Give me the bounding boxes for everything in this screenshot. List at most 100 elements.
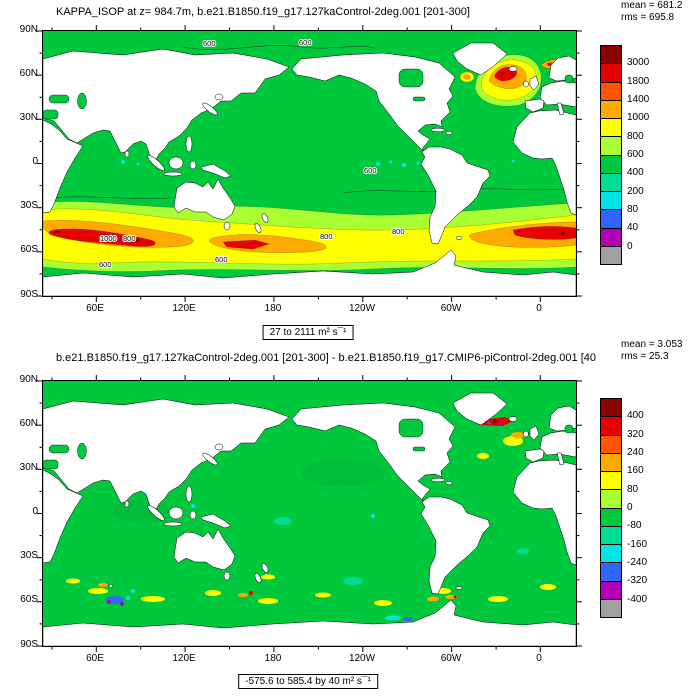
landmass-europe bbox=[539, 80, 577, 108]
lat-tick-label: 30N bbox=[19, 112, 38, 123]
lon-tick-label: 60E bbox=[86, 653, 104, 664]
contour-label: 600 bbox=[299, 38, 312, 47]
colorbar-tick-label: 400 bbox=[627, 167, 644, 178]
landmass-scandinavia bbox=[548, 55, 577, 82]
colorbar-segment bbox=[601, 82, 621, 101]
contour-label: 800 bbox=[320, 232, 333, 241]
lat-tick-label: 30N bbox=[19, 462, 38, 473]
contour-label: 600 bbox=[203, 39, 216, 48]
world-map-top: 600 600 1000 800 800 800 600 600 600 bbox=[37, 25, 582, 302]
mediterranean-sea bbox=[42, 109, 59, 120]
colorbar-tick-label: -80 bbox=[627, 520, 642, 531]
landmass-tasmania bbox=[223, 221, 231, 231]
baltic-sea bbox=[564, 74, 574, 84]
lon-tick-label: 60E bbox=[86, 303, 104, 314]
landmass-java bbox=[163, 171, 183, 177]
colorbar-tick-label: 600 bbox=[627, 149, 644, 160]
landmass-sulawesi bbox=[189, 510, 197, 520]
landmass-new-zealand-south bbox=[254, 573, 262, 583]
colorbar-segment bbox=[601, 526, 621, 545]
colorbar-tick-label: 1400 bbox=[627, 94, 650, 105]
lon-tick-label: 0 bbox=[536, 303, 542, 314]
landmass-italy bbox=[556, 452, 565, 466]
colorbar-segment bbox=[601, 155, 621, 174]
top-mean-value: mean = 681.2 bbox=[621, 0, 683, 11]
colorbar-segment bbox=[601, 472, 621, 491]
landmass-sri-lanka bbox=[124, 500, 130, 508]
lon-tick-label: 60W bbox=[440, 303, 462, 314]
landmass-cuba bbox=[430, 127, 446, 133]
colorbar-segment bbox=[601, 435, 621, 454]
lon-tick-label: 120E bbox=[172, 653, 196, 664]
bottom-map bbox=[37, 375, 582, 652]
colorbar-tick-label: 1800 bbox=[627, 76, 650, 87]
great-lakes bbox=[412, 446, 426, 452]
contour-label: 800 bbox=[123, 234, 136, 243]
landmass-iceland bbox=[508, 66, 518, 72]
colorbar-segment bbox=[601, 246, 621, 264]
world-map-bottom bbox=[37, 375, 582, 652]
landmass-philippines bbox=[185, 135, 193, 153]
top-range-label: 27 to 2111 m² s¯¹ bbox=[262, 325, 354, 340]
colorbar-tick-label: 80 bbox=[627, 484, 639, 495]
lon-tick-label: 60W bbox=[440, 653, 462, 664]
top-panel-title: KAPPA_ISOP at z= 984.7m, b.e21.B1850.f19… bbox=[56, 6, 470, 18]
landmass-south-america bbox=[420, 146, 491, 245]
landmass-africa-west bbox=[512, 109, 577, 216]
colorbar-tick-label: -320 bbox=[627, 575, 648, 586]
lat-tick-label: 60N bbox=[19, 68, 38, 79]
colorbar-bottom: 400 320 240 160 80 0 -80 -160 -240 -320 … bbox=[600, 398, 660, 618]
landmass-hispaniola bbox=[445, 480, 453, 486]
landmass-hokkaido bbox=[214, 93, 224, 101]
landmass-tasmania bbox=[223, 571, 231, 581]
top-panel-stats: mean = 681.2 rms = 695.8 bbox=[621, 0, 682, 24]
colorbar-segment bbox=[601, 599, 621, 617]
colorbar-segment bbox=[601, 228, 621, 247]
landmass-new-zealand-north bbox=[261, 213, 269, 223]
colorbar-tick-label: 80 bbox=[627, 204, 639, 215]
contour-fill-overlays-top bbox=[42, 45, 577, 272]
lat-tick-label: 90S bbox=[20, 639, 38, 650]
landmass-honshu bbox=[202, 452, 218, 466]
bottom-panel-title: b.e21.B1850.f19_g17.127kaControl-2deg.00… bbox=[56, 352, 597, 364]
landmass-iberia bbox=[524, 448, 545, 463]
lat-tick-label: 30S bbox=[20, 550, 38, 561]
lat-tick-label: 60N bbox=[19, 418, 38, 429]
landmass-falklands bbox=[455, 586, 463, 590]
landmass-africa-east bbox=[42, 469, 84, 564]
landmass-hispaniola bbox=[445, 130, 453, 136]
landmass-britain bbox=[529, 75, 540, 91]
lon-tick-label: 0 bbox=[536, 653, 542, 664]
landmass-philippines bbox=[185, 485, 193, 503]
landmass-cuba bbox=[430, 477, 446, 483]
bottom-rms-value: rms = 25.3 bbox=[621, 351, 669, 362]
landmass-australia bbox=[173, 528, 236, 571]
lat-tick-label: 60S bbox=[20, 244, 38, 255]
colorbar-tick-label: 1000 bbox=[627, 112, 650, 123]
colorbar-segment bbox=[601, 490, 621, 509]
landmasses bbox=[42, 392, 577, 647]
lon-tick-label: 180 bbox=[264, 653, 282, 664]
colorbar-segment bbox=[601, 64, 621, 83]
colorbar-segment bbox=[601, 46, 621, 65]
landmass-africa-west bbox=[512, 459, 577, 566]
lat-tick-label: 0 bbox=[32, 506, 38, 517]
baltic-sea bbox=[564, 424, 574, 434]
landmass-europe bbox=[539, 430, 577, 458]
caspian-sea bbox=[77, 92, 87, 110]
black-sea bbox=[48, 444, 70, 454]
colorbar-segment bbox=[601, 563, 621, 582]
colorbar-tick-label: 400 bbox=[627, 410, 644, 421]
landmass-borneo bbox=[168, 156, 184, 170]
colorbar-tick-label: 200 bbox=[627, 186, 644, 197]
lon-tick-label: 120E bbox=[172, 303, 196, 314]
contour-label: 600 bbox=[364, 166, 377, 175]
landmass-borneo bbox=[168, 506, 184, 520]
colorbar-segment bbox=[601, 137, 621, 156]
hudson-bay bbox=[398, 418, 424, 438]
colorbar-segment bbox=[601, 545, 621, 564]
colorbar-tick-label: 320 bbox=[627, 429, 644, 440]
caspian-sea bbox=[77, 442, 87, 460]
bottom-panel-stats: mean = 3.053 rms = 25.3 bbox=[621, 339, 682, 363]
colorbar-top: 3000 1800 1400 1000 800 600 400 200 80 4… bbox=[600, 45, 660, 265]
